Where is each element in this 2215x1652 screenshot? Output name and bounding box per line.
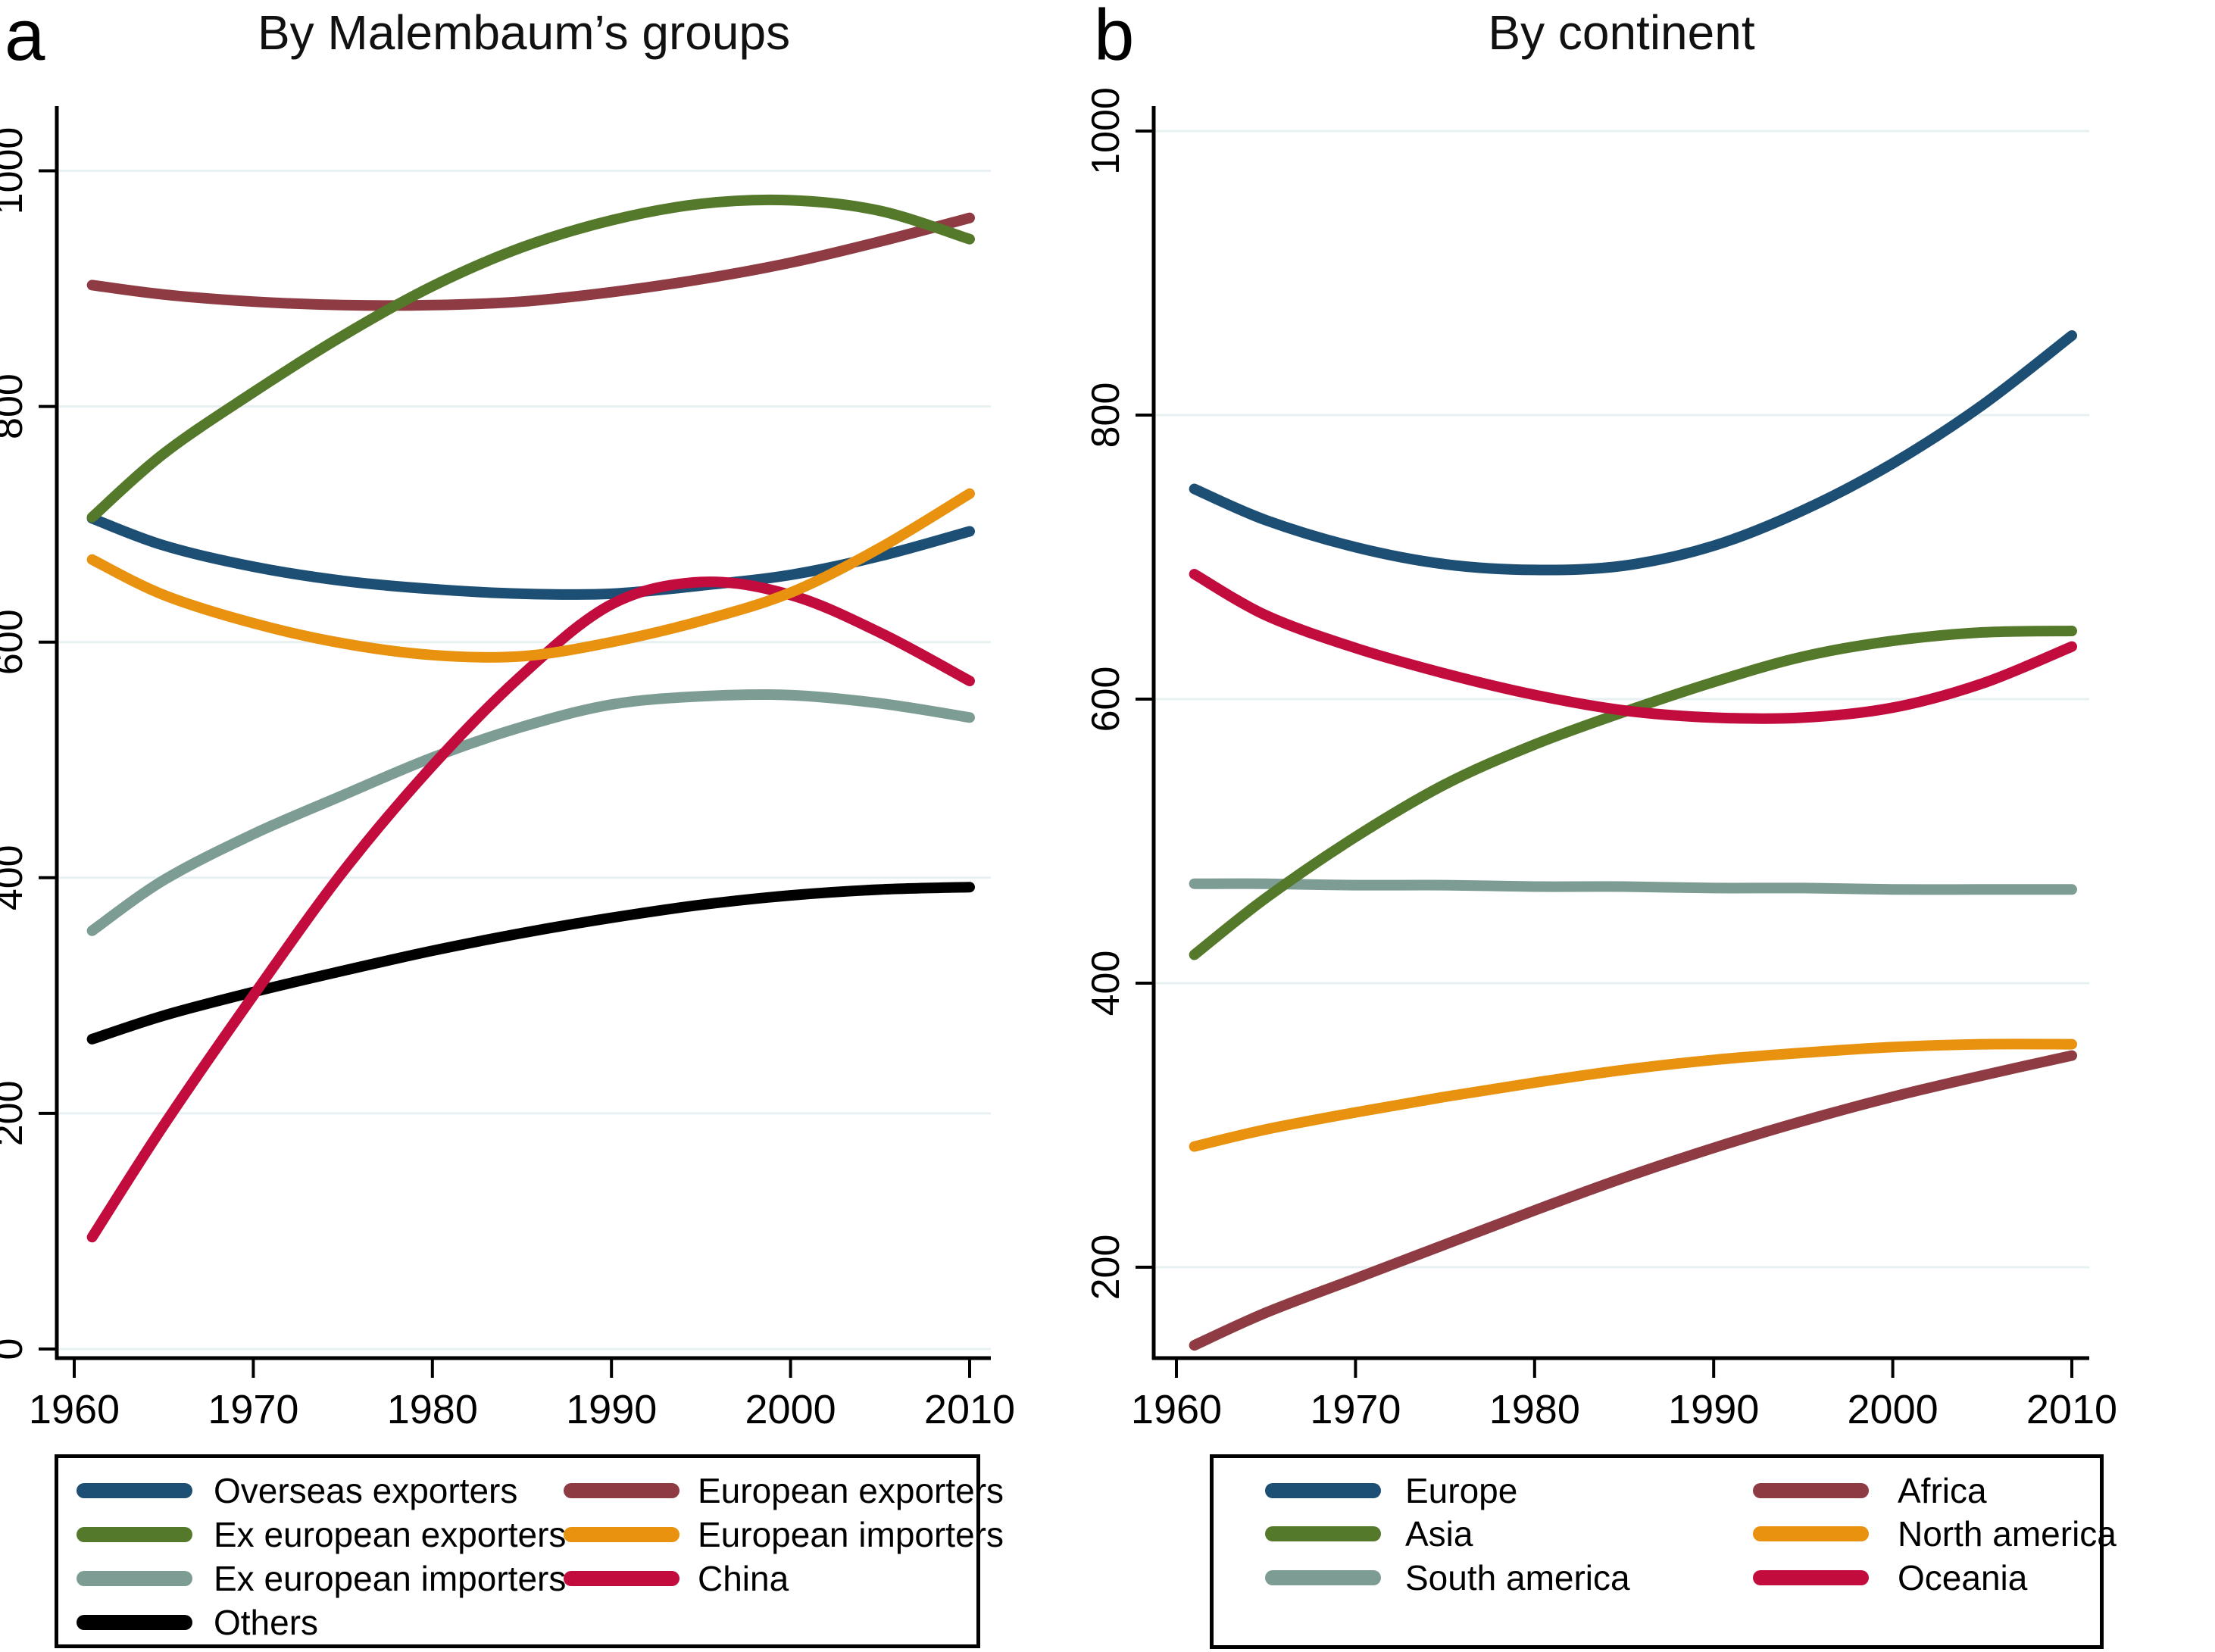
- series-line-asia: [1189, 626, 2077, 960]
- x-tick-label: 1990: [566, 1387, 657, 1432]
- y-tick-label: 400: [1084, 951, 1128, 1016]
- legend-label-oceania: Oceania: [1898, 1558, 2028, 1597]
- x-tick-label: 1970: [1310, 1387, 1401, 1432]
- legend-label-china: China: [698, 1559, 789, 1598]
- series-line-others: [86, 882, 975, 1045]
- legend-label-european-exporters: European exporters: [698, 1471, 1004, 1510]
- legend-key-others: [77, 1615, 192, 1630]
- y-tick-label: 1000: [1084, 87, 1128, 175]
- series-line-south-america: [1189, 878, 2077, 895]
- series-line-oceania: [1189, 569, 2077, 724]
- panel-b-letter: b: [1094, 0, 1135, 76]
- legend-key-asia: [1265, 1526, 1381, 1541]
- y-tick-label: 200: [0, 1081, 31, 1147]
- legend-key-south-america: [1265, 1570, 1381, 1585]
- series-line-ex-european-importers: [86, 689, 975, 936]
- x-tick-label: 1980: [387, 1387, 478, 1432]
- series-line-european-exporters: [86, 212, 975, 311]
- series-line-overseas-exporters: [86, 513, 975, 601]
- panel-a-letter: a: [5, 0, 45, 76]
- legend-key-china: [564, 1571, 679, 1586]
- legend-key-overseas-exporters: [77, 1483, 192, 1498]
- legend-key-europe: [1265, 1483, 1381, 1498]
- legend-panel-b: Europe Asia South america Africa North ameri…: [1210, 1454, 2117, 1649]
- legend-key-oceania: [1753, 1570, 1869, 1585]
- legend-label-asia: Asia: [1405, 1514, 1473, 1554]
- legend-panel-a: Overseas exporters Ex european exporters E…: [55, 1454, 1004, 1648]
- legend-label-ex-european-importers: Ex european importers: [214, 1559, 567, 1598]
- y-tick-label: 0: [0, 1338, 31, 1360]
- line-charts-svg: 0 200 400 600 800 1000 1960 1970 1980 1990 2000 201…: [0, 87, 2117, 1432]
- x-tick-label: 1980: [1489, 1387, 1580, 1432]
- y-tick-label: 800: [0, 373, 31, 439]
- x-tick-label: 1990: [1668, 1387, 1759, 1432]
- legend-label-overseas-exporters: Overseas exporters: [214, 1471, 518, 1510]
- legend-key-european-exporters: [564, 1483, 679, 1498]
- series-line-european-importers: [86, 488, 975, 663]
- legend-label-europe: Europe: [1405, 1471, 1518, 1510]
- y-tick-label: 600: [0, 609, 31, 675]
- x-tick-label: 1970: [208, 1387, 298, 1432]
- y-tick-label: 1000: [0, 127, 31, 215]
- series-line-north-america: [1189, 1038, 2077, 1152]
- x-tick-label: 2000: [1848, 1387, 1939, 1432]
- x-tick-label: 1960: [1131, 1387, 1222, 1432]
- x-tick-label: 2000: [745, 1387, 836, 1432]
- panel-a-title: By Malembaum’s groups: [257, 5, 791, 60]
- legend-key-north-america: [1753, 1526, 1869, 1541]
- legend-key-africa: [1753, 1483, 1869, 1498]
- series-line-ex-european-exporters: [86, 194, 975, 523]
- y-tick-label: 600: [1084, 667, 1128, 732]
- legend-label-others: Others: [214, 1603, 319, 1642]
- legend-label-africa: Africa: [1898, 1471, 1987, 1510]
- legend-label-ex-european-exporters: Ex european exporters: [214, 1515, 567, 1554]
- legend-key-ex-european-exporters: [77, 1527, 192, 1542]
- series-line-africa: [1189, 1050, 2077, 1351]
- y-tick-label: 200: [1084, 1235, 1128, 1301]
- legend-key-european-importers: [564, 1527, 679, 1542]
- series-line-europe: [1189, 330, 2077, 576]
- x-tick-label: 2010: [924, 1387, 1015, 1432]
- legend-label-south-america: South america: [1405, 1558, 1630, 1597]
- x-tick-label: 2010: [2026, 1387, 2117, 1432]
- series-line-china: [86, 576, 975, 1243]
- x-tick-label: 1960: [29, 1387, 120, 1432]
- panel-b-title: By continent: [1488, 5, 1755, 60]
- legend-label-european-importers: European importers: [698, 1515, 1004, 1554]
- legend-label-north-america: North america: [1898, 1514, 2117, 1554]
- y-tick-label: 800: [1084, 383, 1128, 448]
- y-tick-label: 400: [0, 845, 31, 910]
- legend-key-ex-european-importers: [77, 1571, 192, 1586]
